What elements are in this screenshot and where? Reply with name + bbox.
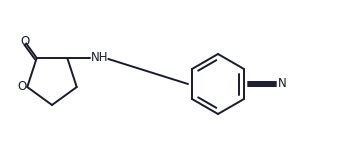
Text: O: O bbox=[21, 35, 30, 48]
Text: N: N bbox=[277, 77, 286, 90]
Text: NH: NH bbox=[91, 51, 108, 64]
Text: O: O bbox=[17, 80, 26, 93]
